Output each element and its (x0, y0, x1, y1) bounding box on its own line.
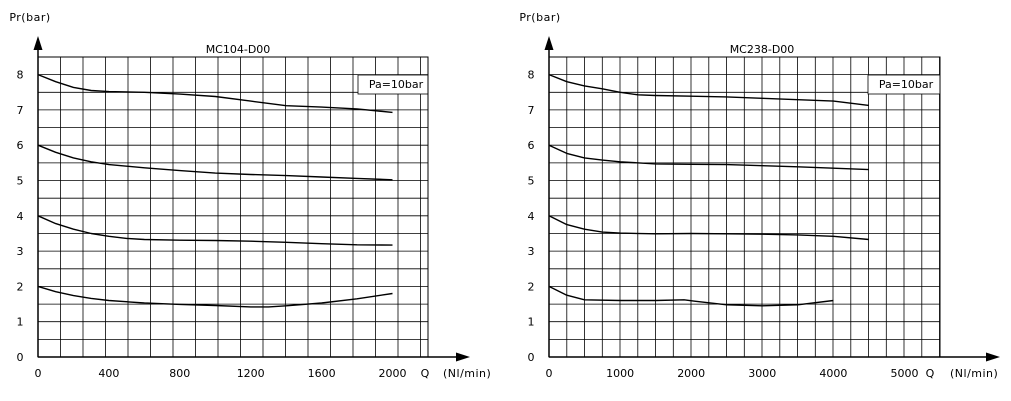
series-line (548, 285, 834, 307)
y-tick-label: 3 (528, 245, 535, 258)
y-tick-label: 8 (17, 69, 24, 82)
chart-mc104: 0 1 2 3 4 5 6 7 8 0 400 800 1200 1600 2000 Pr(bar) Q (Nl/… (9, 11, 491, 380)
y-axis-arrow (33, 36, 43, 50)
y-tick-label: 6 (17, 139, 24, 152)
series-line (37, 215, 393, 246)
chart-mc238: 0 1 2 3 4 5 6 7 8 0 1000 2000 3000 4000 5000 Pr(bar) Q (N… (519, 11, 1000, 380)
x-axis-label: Q (926, 367, 935, 380)
y-tick-label: 0 (17, 351, 24, 364)
y-tick-label: 4 (17, 210, 24, 223)
y-tick-label: 2 (528, 280, 535, 293)
y-tick-label: 7 (528, 104, 535, 117)
series-line (548, 73, 869, 107)
x-tick-label: 5000 (891, 367, 919, 380)
grid-vertical (60, 57, 421, 357)
x-axis-unit: (Nl/min) (950, 367, 998, 380)
series-line (548, 215, 869, 241)
plot-border (548, 56, 941, 358)
y-tick-label: 7 (17, 104, 24, 117)
y-tick-label: 8 (528, 69, 535, 82)
y-axis-label: Pr(bar) (9, 11, 50, 24)
y-axis-label: Pr(bar) (519, 11, 560, 24)
annotation-text: Pa=10bar (369, 78, 424, 91)
x-tick-label: 1000 (606, 367, 634, 380)
series-line (37, 73, 393, 114)
x-tick-label: 0 (35, 367, 42, 380)
x-axis-arrow (986, 352, 1000, 362)
y-tick-label: 6 (528, 139, 535, 152)
grid-vertical (566, 57, 940, 357)
x-axis-arrow (456, 352, 470, 362)
x-tick-label: 1600 (308, 367, 336, 380)
y-tick-label: 2 (17, 280, 24, 293)
x-tick-label: 0 (546, 367, 553, 380)
y-axis-arrow (544, 36, 554, 50)
y-tick-label: 5 (528, 175, 535, 188)
y-tick-label: 1 (17, 316, 24, 329)
x-tick-label: 4000 (819, 367, 847, 380)
series-line (548, 144, 869, 171)
series-line (37, 285, 393, 308)
chart-title: MC104-D00 (206, 43, 271, 56)
x-tick-label: 3000 (748, 367, 776, 380)
x-tick-label: 2000 (379, 367, 407, 380)
x-axis-label: Q (421, 367, 430, 380)
annotation-text: Pa=10bar (879, 78, 934, 91)
x-tick-label: 800 (169, 367, 190, 380)
y-tick-label: 1 (528, 316, 535, 329)
x-tick-label: 400 (98, 367, 119, 380)
y-tick-label: 5 (17, 175, 24, 188)
y-tick-label: 3 (17, 245, 24, 258)
y-tick-label: 0 (528, 351, 535, 364)
x-tick-label: 1200 (237, 367, 265, 380)
x-axis-unit: (Nl/min) (443, 367, 491, 380)
x-tick-label: 2000 (677, 367, 705, 380)
y-tick-label: 4 (528, 210, 535, 223)
plot-border (37, 56, 429, 358)
chart-title: MC238-D00 (730, 43, 795, 56)
series-line (37, 144, 393, 181)
